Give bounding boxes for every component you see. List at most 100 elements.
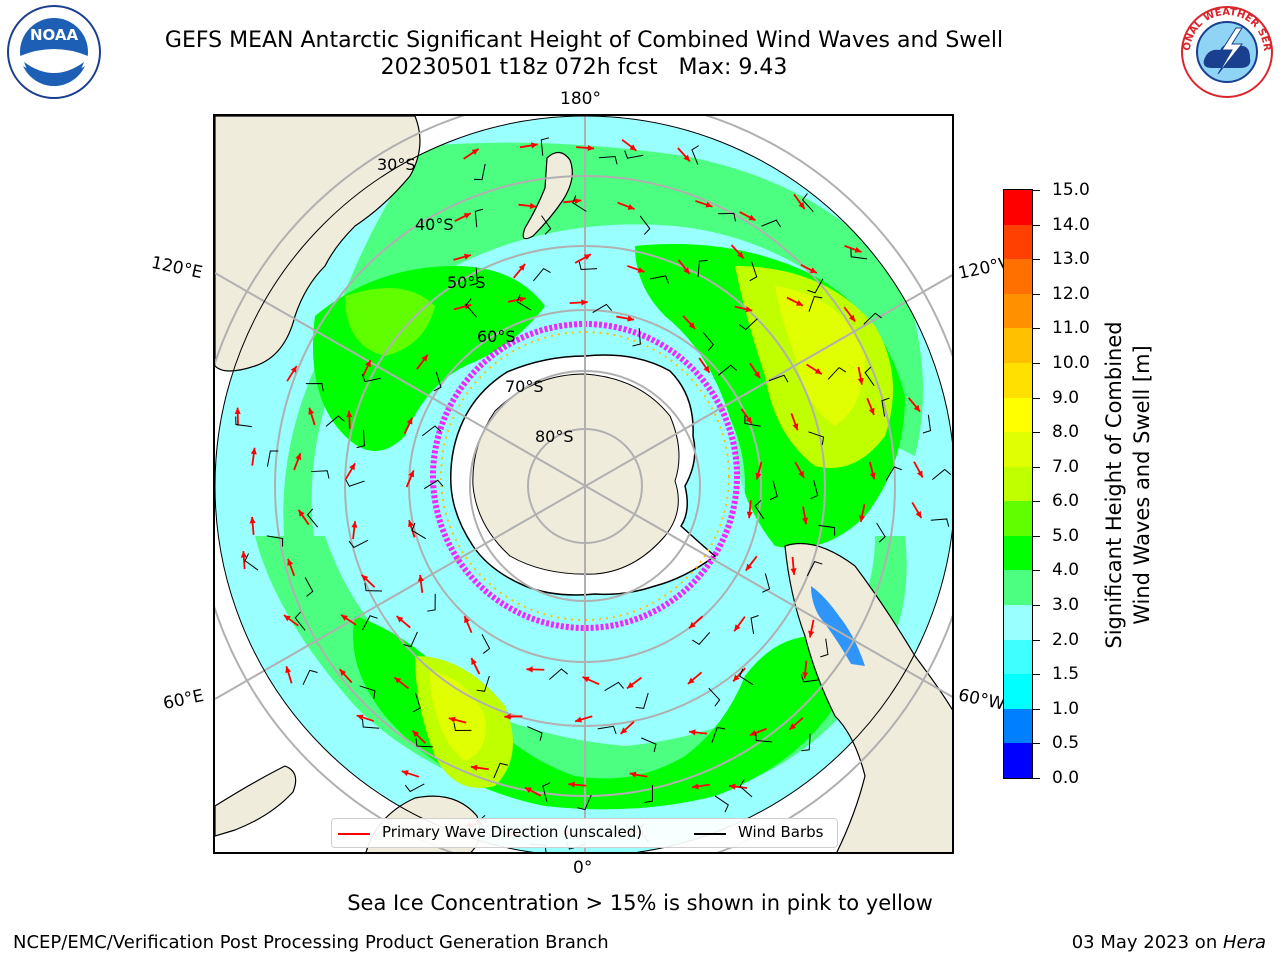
- wave-arrow-head: [234, 407, 241, 415]
- wind-barb: [806, 561, 823, 577]
- colorbar-segment: [1004, 604, 1032, 640]
- wind-barb: [820, 638, 829, 658]
- wave-arrow-head: [802, 517, 809, 525]
- wind-barb: [691, 145, 699, 165]
- wave-arrow-head: [463, 213, 471, 219]
- colorbar-segment: [1004, 362, 1032, 398]
- wind-barb: [542, 782, 551, 802]
- wind-barb: [762, 573, 771, 593]
- wind-barb: [801, 193, 814, 213]
- colorbar-tick: [1033, 259, 1040, 261]
- colorbar-tick-label: 11.0: [1052, 318, 1090, 339]
- colorbar-segment: [1004, 397, 1032, 433]
- sea-ice-edge-yellow: [440, 331, 730, 621]
- wind-barb: [403, 631, 418, 648]
- wave-arrow-head: [734, 624, 741, 632]
- wind-barb: [624, 150, 644, 159]
- colorbar-tick: [1033, 708, 1040, 710]
- footer-producer: NCEP/EMC/Verification Post Processing Pr…: [13, 932, 609, 953]
- wave-arrow-head: [913, 404, 921, 412]
- chart-subtitle: 20230501 t18z 072h fcst Max: 9.43: [380, 55, 788, 80]
- wave-arrow-head: [683, 267, 690, 275]
- wave-arrow-head: [587, 144, 595, 152]
- footer-date-text: 03 May 2023 on: [1071, 932, 1223, 953]
- colorbar-tick-label: 5.0: [1052, 525, 1080, 546]
- lat-label-30s: 30°S: [377, 155, 416, 174]
- lon-label-180: 180°: [560, 89, 601, 109]
- colorbar-tick: [1033, 778, 1040, 779]
- wave-arrow-head: [745, 306, 753, 313]
- lon-label-120e: 120°E: [149, 252, 205, 284]
- wind-barb: [422, 425, 442, 437]
- wind-barb: [702, 332, 715, 352]
- wind-barb: [266, 450, 279, 467]
- wind-barb: [749, 261, 758, 282]
- wind-barb: [541, 215, 552, 235]
- colorbar-tick: [1033, 639, 1040, 641]
- wave-arrow-head: [737, 251, 744, 259]
- wave-arrow-head: [748, 214, 756, 221]
- wind-barb: [516, 294, 532, 311]
- wave-arrow-head: [361, 574, 369, 582]
- colorbar-tick-label: 10.0: [1052, 352, 1090, 373]
- wind-barb: [244, 553, 259, 571]
- wave-arrow-head: [808, 630, 815, 638]
- colorbar-segment: [1004, 639, 1032, 675]
- wave-arrow-head: [749, 730, 757, 736]
- wave-arrow-head: [290, 365, 297, 373]
- wave-arrow-head: [620, 727, 628, 734]
- lon-label-60e: 60°E: [161, 685, 206, 715]
- wave-band-7m-south: [429, 671, 486, 761]
- colorbar-tick-label: 2.0: [1052, 629, 1080, 650]
- legend-barb-label: Wind Barbs: [738, 823, 824, 841]
- wind-barb: [306, 508, 319, 528]
- wave-arrow-head: [351, 521, 358, 528]
- wind-barb: [474, 163, 486, 181]
- lat-label-70s: 70°S: [505, 377, 544, 396]
- wave-arrow-head: [406, 417, 413, 425]
- wave-arrow-head: [798, 470, 805, 478]
- map-legend: Primary Wave Direction (unscaled) Wind B…: [331, 818, 838, 848]
- wind-barb: [697, 259, 708, 278]
- wind-barb: [885, 466, 902, 481]
- colorbar-segment: [1004, 500, 1032, 536]
- wind-barb: [592, 303, 613, 314]
- wave-direction-arrows: [234, 138, 924, 840]
- wave-arrow-head: [581, 299, 588, 306]
- sea-ice-note: Sea Ice Concentration > 15% is shown in …: [347, 891, 933, 915]
- wind-barb: [325, 415, 345, 427]
- wave-arrow-head: [789, 723, 797, 730]
- wind-barb: [769, 480, 778, 501]
- colorbar-tick-label: 9.0: [1052, 387, 1080, 408]
- legend-wave-swatch: [338, 833, 370, 835]
- wave-arrow-head: [733, 674, 740, 682]
- colorbar-tick-label: 8.0: [1052, 422, 1080, 443]
- wave-arrow-head: [729, 783, 736, 790]
- colorbar-segment: [1004, 742, 1032, 778]
- wave-arrow-head: [356, 714, 364, 721]
- wave-arrow-head: [854, 246, 862, 253]
- wave-arrow-head: [412, 730, 420, 738]
- wind-barb: [641, 737, 657, 753]
- wind-barb: [768, 374, 789, 383]
- wind-barb: [744, 415, 761, 427]
- footer-date: 03 May 2023 on Hera: [1072, 932, 1266, 953]
- wind-barb: [304, 577, 314, 597]
- wind-barb: [922, 414, 932, 434]
- lat-label-60s: 60°S: [477, 327, 516, 346]
- wave-arrow-head: [755, 472, 762, 480]
- wind-barb: [427, 593, 436, 612]
- wind-barb: [465, 298, 477, 318]
- wind-barb: [540, 137, 550, 156]
- wave-arrow-head: [629, 144, 637, 151]
- wind-barb: [718, 364, 738, 376]
- wave-arrow-head: [859, 515, 866, 522]
- wave-arrow-head: [421, 354, 428, 362]
- polar-map[interactable]: 30°S 40°S 50°S 60°S 70°S 80°S: [213, 114, 954, 854]
- colorbar-segment: [1004, 189, 1032, 225]
- wind-barb: [362, 718, 380, 729]
- wind-barb: [527, 726, 543, 741]
- colorbar-segment: [1004, 466, 1032, 502]
- wave-arrow-head: [470, 764, 478, 771]
- colorbar-segment: [1004, 224, 1032, 260]
